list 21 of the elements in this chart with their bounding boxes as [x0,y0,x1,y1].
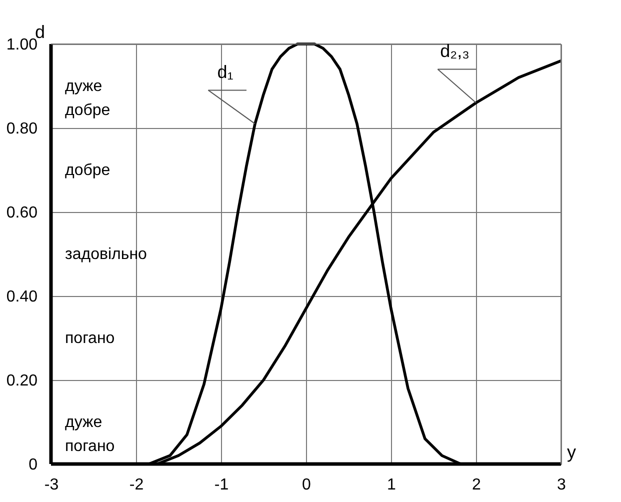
series-label: d₁ [217,62,234,82]
y-tick-label: 0.40 [6,288,38,306]
x-axis-title: y [567,442,576,462]
text: d₂,₃ [440,40,470,61]
annotation: задовільно [65,246,148,263]
x-tick-label: 2 [472,476,482,494]
y-tick-label: 0.20 [6,372,38,390]
y-tick-label: 0 [28,456,38,474]
x-tick-label: 1 [387,476,396,494]
x-tick-label: 3 [557,476,566,494]
y-tick-label: 1.00 [6,36,38,54]
x-tick-label: 0 [302,476,312,494]
x-tick-label: -3 [44,476,59,494]
annotation: дуже погано [65,414,115,455]
y-tick-label: 0.60 [6,204,38,222]
annotation: погано [65,330,115,347]
x-tick-label: -1 [214,476,229,494]
x-tick-label: -2 [129,476,144,494]
annotation: дуже добре [65,78,110,119]
y-tick-label: 0.80 [6,120,38,138]
annotation: добре [65,162,110,179]
